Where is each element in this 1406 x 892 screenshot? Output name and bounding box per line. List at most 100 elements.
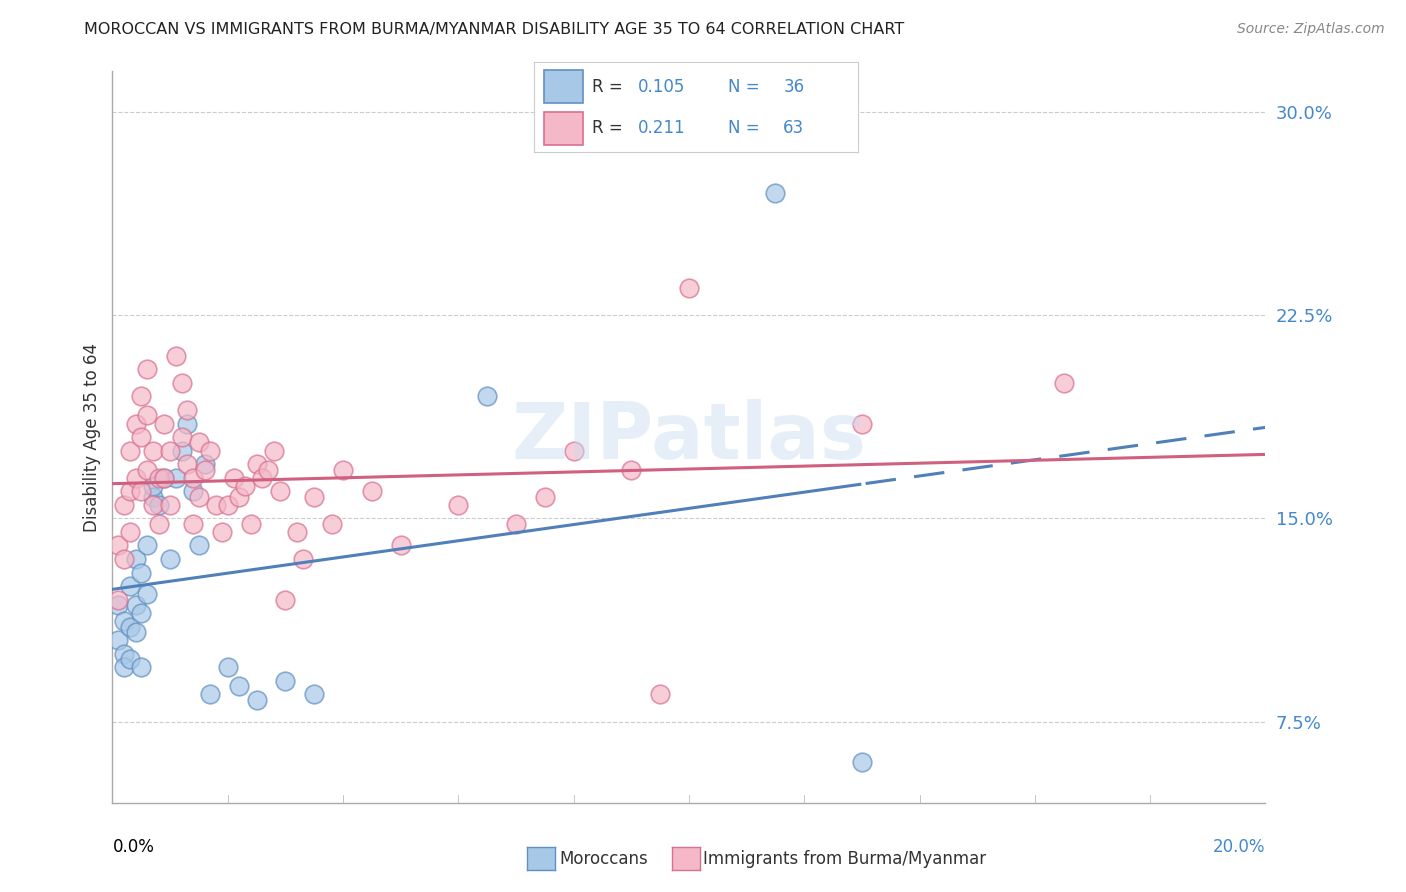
Point <box>765 186 787 201</box>
Point <box>176 403 198 417</box>
Text: N =: N = <box>728 119 765 136</box>
Point <box>129 660 153 674</box>
Point <box>291 552 314 566</box>
Point <box>136 409 159 423</box>
Point <box>107 598 129 612</box>
Point <box>129 606 153 620</box>
Point <box>153 417 176 431</box>
Point <box>505 516 527 531</box>
Point <box>222 471 245 485</box>
Point <box>274 673 297 688</box>
Point <box>304 490 326 504</box>
Point <box>1052 376 1074 390</box>
Point <box>678 281 700 295</box>
Point <box>194 457 217 471</box>
Point <box>112 647 135 661</box>
Point <box>136 538 159 552</box>
Text: 0.211: 0.211 <box>638 119 685 136</box>
Point <box>360 484 382 499</box>
Point <box>389 538 412 552</box>
Point <box>124 552 146 566</box>
Point <box>648 688 672 702</box>
Point <box>620 462 643 476</box>
Point <box>851 755 873 769</box>
Text: 36: 36 <box>783 78 804 95</box>
Point <box>118 579 141 593</box>
Point <box>129 566 153 580</box>
Point <box>252 471 274 485</box>
Point <box>142 479 165 493</box>
Text: 63: 63 <box>783 119 804 136</box>
Point <box>211 524 233 539</box>
Point <box>245 693 267 707</box>
Point <box>142 498 165 512</box>
Point <box>165 349 187 363</box>
Point <box>181 484 204 499</box>
Point <box>112 660 135 674</box>
Point <box>332 462 354 476</box>
Y-axis label: Disability Age 35 to 64: Disability Age 35 to 64 <box>83 343 101 532</box>
Text: R =: R = <box>592 119 628 136</box>
Point <box>170 376 193 390</box>
Point <box>153 471 176 485</box>
Point <box>285 524 308 539</box>
Point <box>142 490 165 504</box>
Text: N =: N = <box>728 78 765 95</box>
Point <box>165 471 187 485</box>
Point <box>239 516 262 531</box>
Point <box>228 679 250 693</box>
Point <box>533 490 555 504</box>
Point <box>118 524 141 539</box>
Point <box>188 435 211 450</box>
Point <box>118 652 141 666</box>
Point <box>124 417 146 431</box>
Point <box>170 443 193 458</box>
Point <box>118 484 141 499</box>
Point <box>124 471 146 485</box>
Bar <box>544 112 583 145</box>
Point <box>118 620 141 634</box>
Point <box>153 471 176 485</box>
Point <box>562 443 585 458</box>
Point <box>263 443 285 458</box>
Point <box>159 443 181 458</box>
Point <box>447 498 470 512</box>
Text: 0.0%: 0.0% <box>112 838 155 856</box>
Point <box>159 552 181 566</box>
Point <box>274 592 297 607</box>
Point <box>112 552 135 566</box>
Point <box>129 430 153 444</box>
Point <box>257 462 280 476</box>
Text: MOROCCAN VS IMMIGRANTS FROM BURMA/MYANMAR DISABILITY AGE 35 TO 64 CORRELATION CH: MOROCCAN VS IMMIGRANTS FROM BURMA/MYANMA… <box>84 22 904 37</box>
Point <box>129 484 153 499</box>
Point <box>136 362 159 376</box>
Point <box>233 479 256 493</box>
Point <box>200 443 222 458</box>
Point <box>228 490 250 504</box>
Point <box>148 498 170 512</box>
Point <box>217 660 239 674</box>
Text: 0.105: 0.105 <box>638 78 685 95</box>
Text: Source: ZipAtlas.com: Source: ZipAtlas.com <box>1237 22 1385 37</box>
Text: 20.0%: 20.0% <box>1213 838 1265 856</box>
Point <box>176 417 198 431</box>
Text: R =: R = <box>592 78 628 95</box>
Point <box>148 516 170 531</box>
Text: Immigrants from Burma/Myanmar: Immigrants from Burma/Myanmar <box>703 850 986 868</box>
Point <box>107 592 129 607</box>
Point <box>107 633 129 648</box>
Point <box>170 430 193 444</box>
Point <box>188 538 211 552</box>
Point <box>181 471 204 485</box>
Point <box>136 587 159 601</box>
Point <box>107 538 129 552</box>
Point <box>118 443 141 458</box>
Point <box>245 457 267 471</box>
Point <box>129 389 153 403</box>
Point <box>124 625 146 640</box>
Bar <box>544 70 583 103</box>
Point <box>124 598 146 612</box>
Point <box>112 498 135 512</box>
Point <box>217 498 239 512</box>
Point <box>136 462 159 476</box>
